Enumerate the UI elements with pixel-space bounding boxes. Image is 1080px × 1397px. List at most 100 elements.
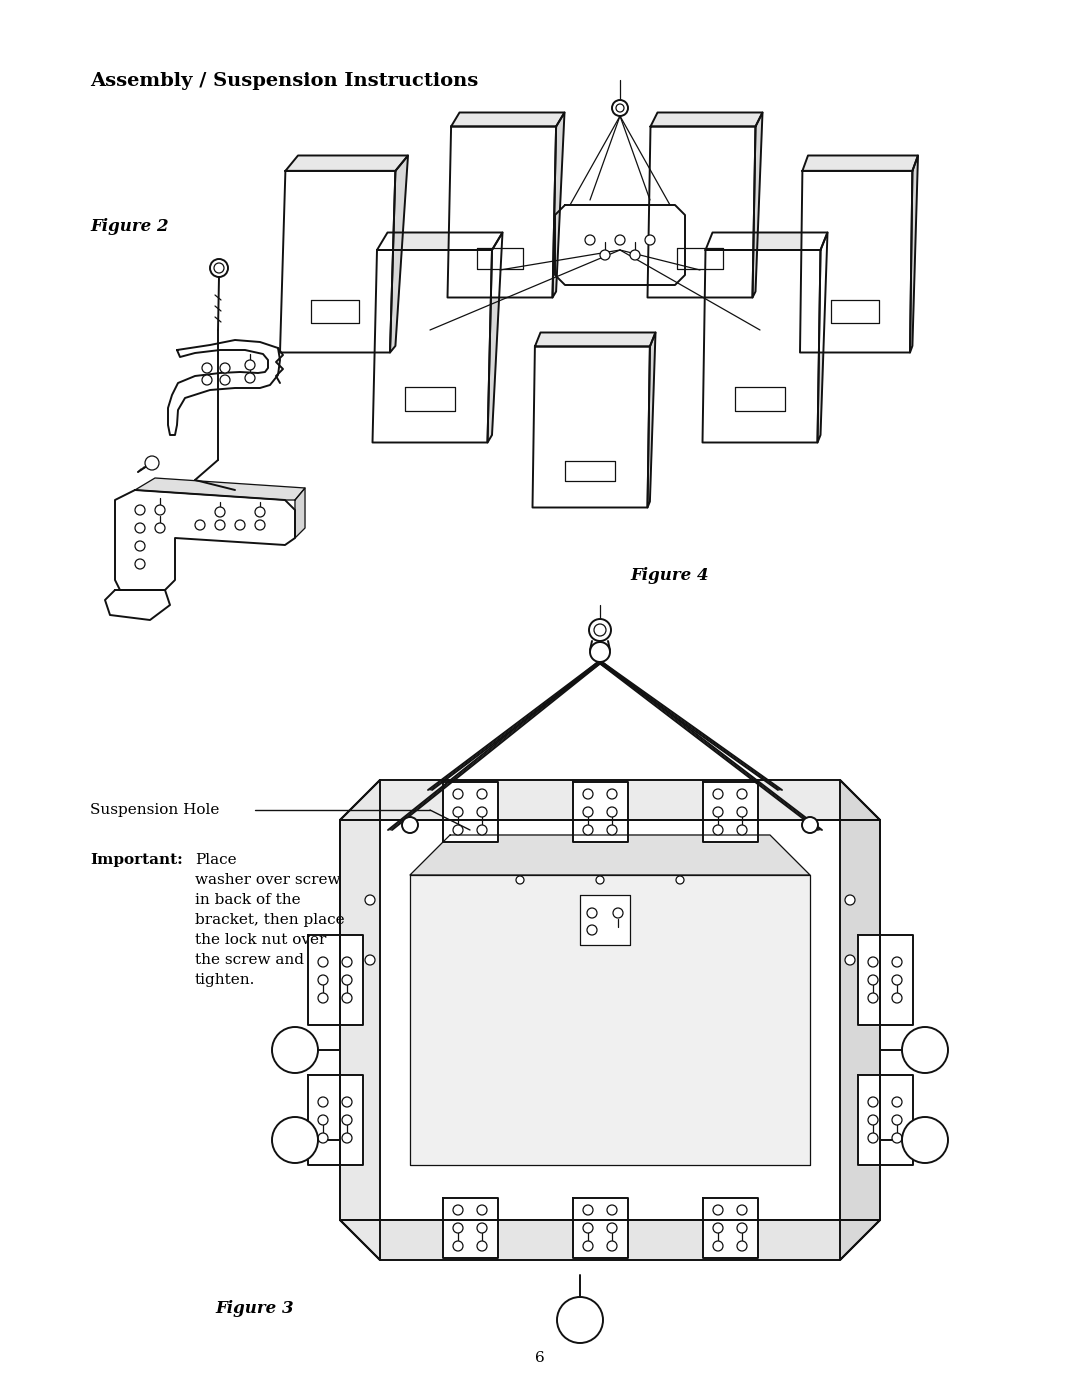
- Circle shape: [156, 504, 165, 515]
- Circle shape: [737, 789, 747, 799]
- Circle shape: [135, 559, 145, 569]
- Polygon shape: [648, 332, 656, 507]
- Circle shape: [616, 103, 624, 112]
- Circle shape: [156, 522, 165, 534]
- Circle shape: [453, 1222, 463, 1234]
- Circle shape: [453, 1206, 463, 1215]
- Polygon shape: [340, 820, 880, 1220]
- Circle shape: [453, 789, 463, 799]
- Circle shape: [342, 1115, 352, 1125]
- Circle shape: [892, 1133, 902, 1143]
- Circle shape: [600, 250, 610, 260]
- Polygon shape: [340, 780, 880, 820]
- Circle shape: [845, 956, 855, 965]
- Circle shape: [342, 993, 352, 1003]
- Circle shape: [607, 1206, 617, 1215]
- Circle shape: [902, 1118, 948, 1162]
- Polygon shape: [572, 1199, 627, 1259]
- Circle shape: [286, 1041, 303, 1059]
- Circle shape: [892, 993, 902, 1003]
- Circle shape: [737, 1206, 747, 1215]
- Circle shape: [342, 1133, 352, 1143]
- Polygon shape: [487, 232, 502, 443]
- Polygon shape: [535, 332, 656, 346]
- Circle shape: [272, 1027, 318, 1073]
- Circle shape: [571, 1310, 589, 1329]
- Text: Figure 3: Figure 3: [215, 1301, 294, 1317]
- Polygon shape: [443, 782, 498, 842]
- Polygon shape: [818, 232, 827, 443]
- Circle shape: [202, 363, 212, 373]
- Text: Figure 4: Figure 4: [630, 567, 708, 584]
- Circle shape: [135, 541, 145, 550]
- Circle shape: [916, 1132, 934, 1148]
- Circle shape: [588, 908, 597, 918]
- Circle shape: [589, 619, 611, 641]
- Circle shape: [612, 101, 627, 116]
- Polygon shape: [308, 935, 363, 1025]
- Circle shape: [713, 1241, 723, 1250]
- Circle shape: [892, 975, 902, 985]
- Circle shape: [583, 826, 593, 835]
- Circle shape: [845, 895, 855, 905]
- Polygon shape: [451, 113, 565, 127]
- Circle shape: [713, 789, 723, 799]
- Circle shape: [453, 826, 463, 835]
- Circle shape: [607, 826, 617, 835]
- Polygon shape: [447, 127, 556, 298]
- Circle shape: [477, 807, 487, 817]
- Text: Assembly / Suspension Instructions: Assembly / Suspension Instructions: [90, 73, 478, 89]
- Circle shape: [596, 876, 604, 884]
- Circle shape: [916, 1041, 934, 1059]
- Polygon shape: [553, 113, 565, 298]
- Circle shape: [402, 817, 418, 833]
- Circle shape: [676, 876, 684, 884]
- Circle shape: [318, 975, 328, 985]
- Polygon shape: [410, 835, 810, 875]
- Circle shape: [583, 1241, 593, 1250]
- Circle shape: [135, 522, 145, 534]
- Circle shape: [583, 789, 593, 799]
- Circle shape: [607, 807, 617, 817]
- Circle shape: [195, 520, 205, 529]
- Circle shape: [892, 1115, 902, 1125]
- Circle shape: [868, 1133, 878, 1143]
- Circle shape: [342, 975, 352, 985]
- Polygon shape: [572, 782, 627, 842]
- Polygon shape: [373, 250, 492, 443]
- Polygon shape: [702, 250, 821, 443]
- Polygon shape: [532, 346, 650, 507]
- Circle shape: [630, 250, 640, 260]
- Circle shape: [615, 235, 625, 244]
- Circle shape: [202, 374, 212, 386]
- Text: Figure 2: Figure 2: [90, 218, 168, 235]
- Polygon shape: [135, 478, 305, 500]
- Text: 6: 6: [535, 1351, 545, 1365]
- Polygon shape: [105, 590, 170, 620]
- Polygon shape: [308, 1076, 363, 1165]
- Circle shape: [713, 1206, 723, 1215]
- Circle shape: [245, 360, 255, 370]
- Circle shape: [583, 1222, 593, 1234]
- Polygon shape: [702, 782, 757, 842]
- Circle shape: [235, 520, 245, 529]
- Circle shape: [908, 1123, 942, 1157]
- Circle shape: [563, 1303, 597, 1337]
- Polygon shape: [410, 875, 810, 1165]
- Circle shape: [892, 1097, 902, 1106]
- Circle shape: [135, 504, 145, 515]
- Circle shape: [477, 826, 487, 835]
- Circle shape: [272, 1118, 318, 1162]
- Circle shape: [214, 263, 224, 272]
- Circle shape: [318, 957, 328, 967]
- Circle shape: [588, 925, 597, 935]
- Circle shape: [868, 957, 878, 967]
- Polygon shape: [377, 232, 502, 250]
- Circle shape: [255, 520, 265, 529]
- Circle shape: [220, 374, 230, 386]
- Polygon shape: [443, 1199, 498, 1259]
- Polygon shape: [285, 155, 408, 170]
- Circle shape: [318, 993, 328, 1003]
- Polygon shape: [648, 127, 756, 298]
- Circle shape: [477, 789, 487, 799]
